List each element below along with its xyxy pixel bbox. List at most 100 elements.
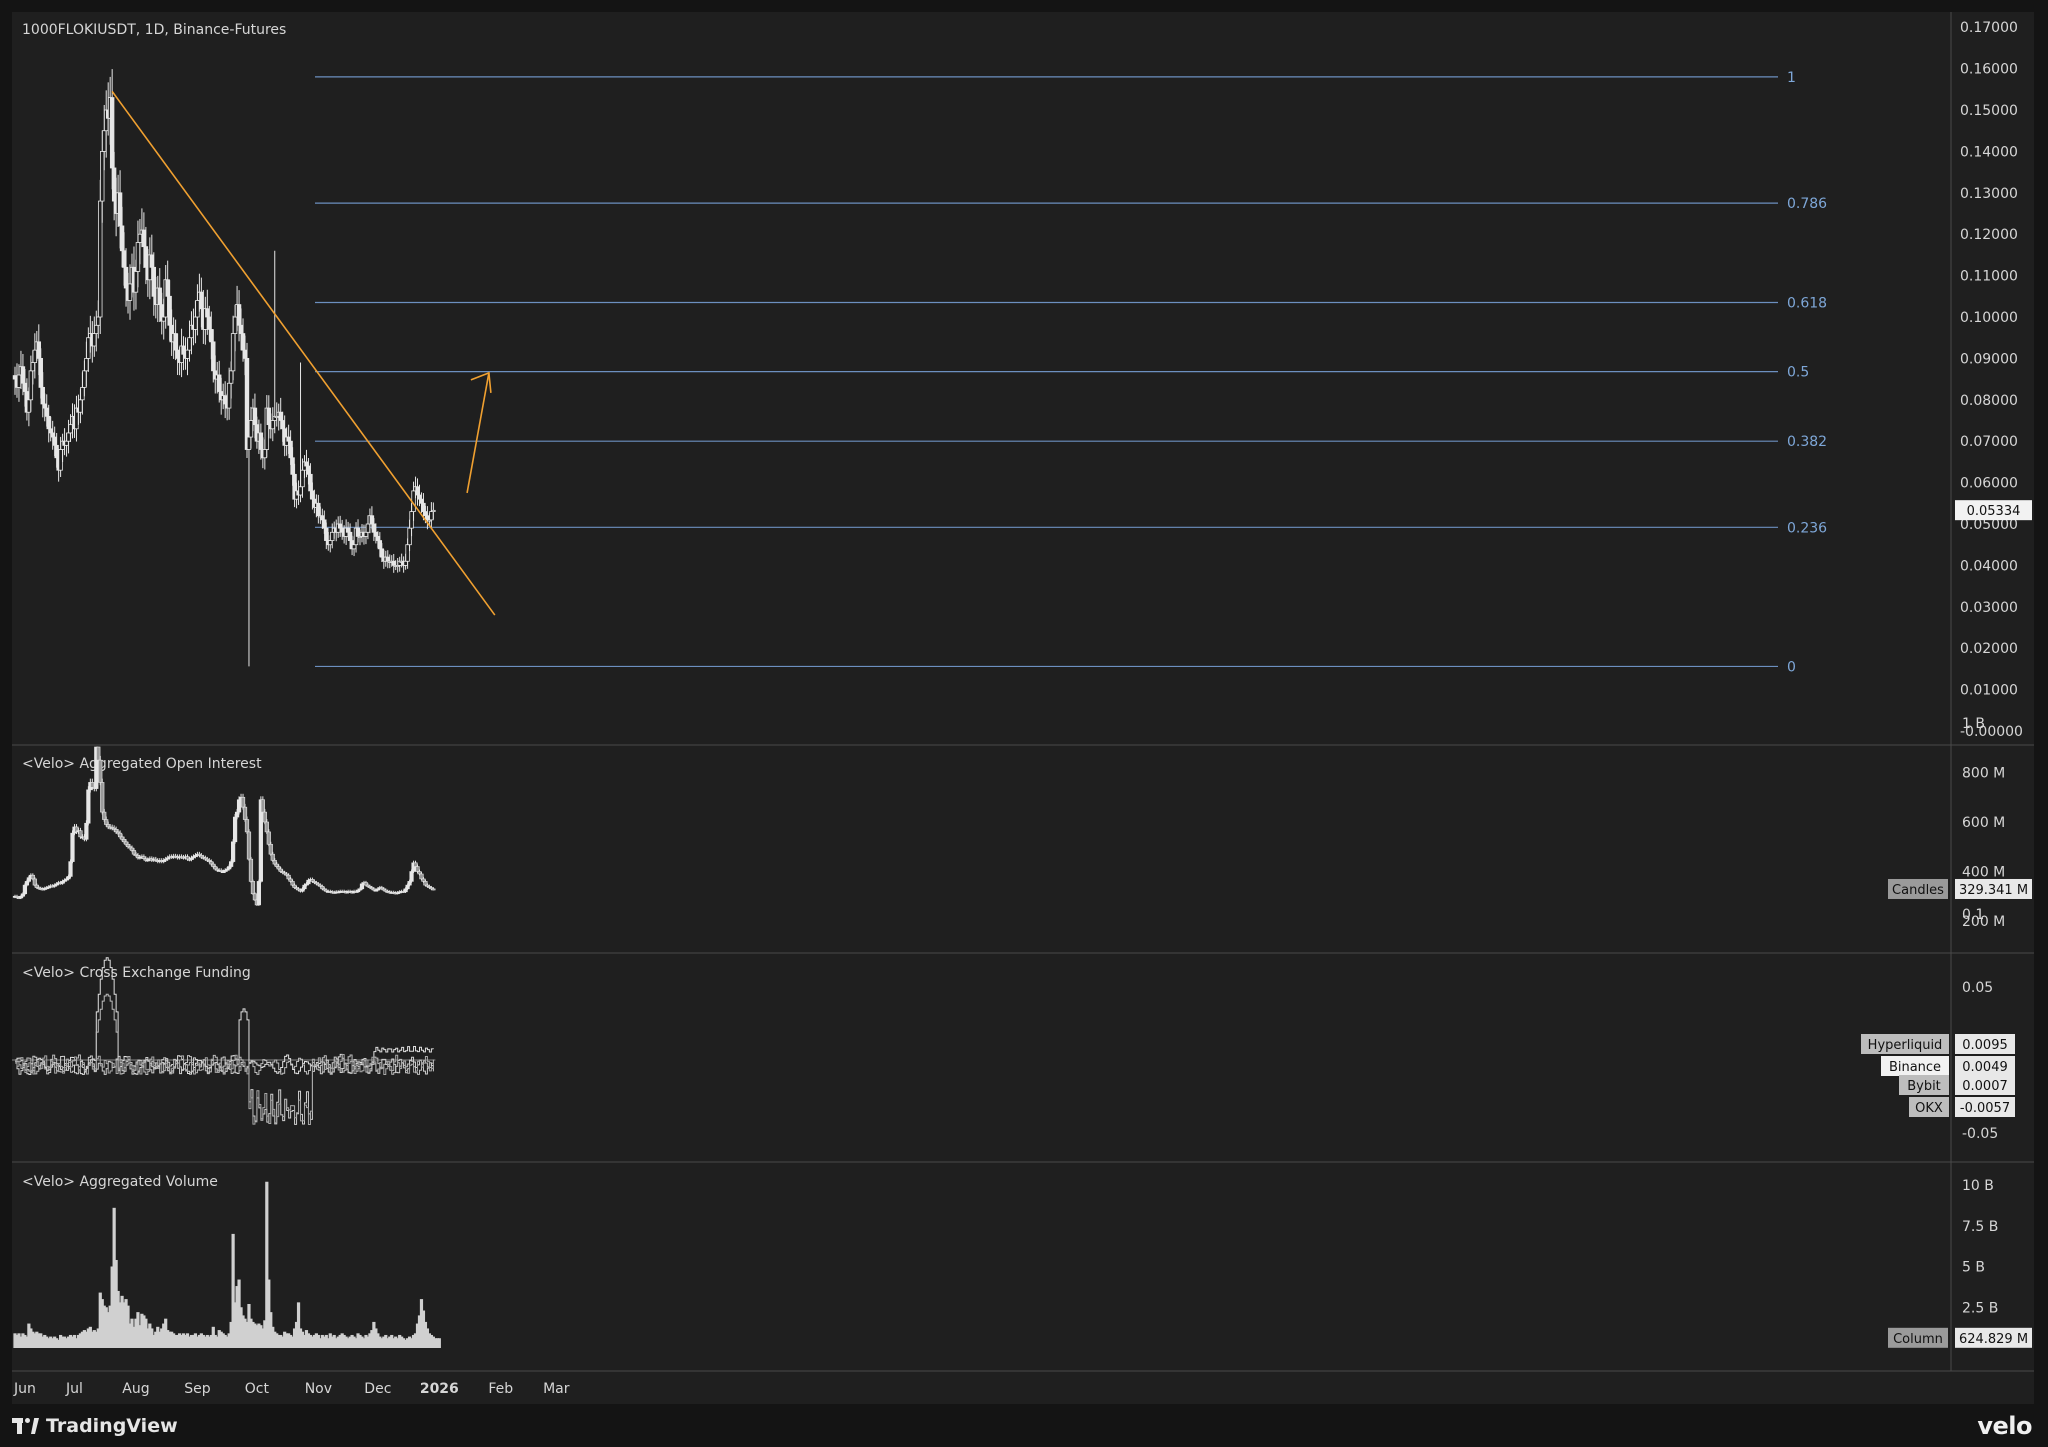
chart-canvas[interactable]: 1000FLOKIUSDT, 1D, Binance-Futures 1 0.78… [0,0,2048,1404]
volume-bar [320,1334,324,1348]
volume-bar [68,1334,73,1348]
volume-bar [132,1326,136,1348]
volume-bar [108,1305,112,1348]
volume-bar [201,1334,205,1348]
volume-bar [376,1333,380,1348]
price-candle-body-down [20,366,26,384]
oi-candle-body [131,850,137,855]
volume-bar [27,1323,31,1348]
volume-bar [82,1330,86,1348]
oi-candle [256,879,261,906]
price-axis[interactable]: 0.17000 0.16000 0.15000 0.14000 0.13000 0.120… [1955,20,2032,740]
funding-axis[interactable]: 0.1 0.05 -0.05 Hyperliquid 0.0095 Binance 0.00… [1861,907,2015,1142]
fib-retracement[interactable]: 1 0.786 0.618 0.5 0.382 0.236 0 [315,70,1827,676]
volume-tick-label: 10 B [1962,1178,1994,1194]
volume-bar [316,1334,320,1348]
price-candle-body-down [52,436,57,446]
volume-tick-label: 7.5 B [1962,1219,1998,1235]
oi-axis[interactable]: 1 B 800 M 600 M 400 M 200 M Candles 329.341 M [1888,716,2032,930]
volume-bar [394,1336,398,1348]
oi-candle-body [274,863,279,867]
price-candle-body-down [123,266,129,289]
volume-bar [88,1326,92,1348]
time-label-oct: Oct [245,1381,270,1397]
oi-candle-body [290,881,295,886]
oi-candle-body [409,871,414,882]
oi-candle-body [66,876,71,880]
funding-name-tag: Binance [1881,1056,1949,1076]
price-candle-body-down [377,540,383,550]
price-candle-body-up [78,399,83,413]
volume-bar [15,1334,19,1348]
time-axis[interactable]: Jun Jul Aug Sep Oct Nov Dec 2026 Feb Mar [13,1381,570,1397]
tradingview-logo[interactable]: TradingView [12,1414,178,1438]
price-candle-body-down [337,523,343,529]
oi-candle-body [431,888,436,891]
volume-bar [398,1334,402,1348]
last-price-tag: 0.05334 [1955,500,2032,521]
volume-bar [104,1307,108,1348]
volume-bar [195,1336,200,1348]
price-tick-label: 0.17000 [1960,20,2018,36]
price-candle-body-up [405,544,410,562]
trendline-line [111,90,496,616]
price-candle-body-up [407,527,412,546]
price-tick-label: 0.05000 [1960,517,2018,533]
volume-bar [283,1331,287,1348]
volume-pane[interactable]: <Velo> Aggregated Volume 10 B 7.5 B 5 B 2.5… [13,1174,2032,1348]
price-candle-body-up [429,511,434,521]
volume-axis[interactable]: 10 B 7.5 B 5 B 2.5 B Column 624.829 M [1888,1178,2032,1348]
volume-bar [356,1333,360,1348]
volume-bar [290,1336,295,1348]
oi-candle-body [123,841,129,845]
volume-bar [322,1336,326,1348]
oi-candle-body [300,888,305,892]
price-candle-body-down [355,527,361,537]
volume-bar [384,1334,388,1348]
price-candle-body-up [137,233,143,243]
oi-candle-body [236,799,242,813]
price-candle-body-down [149,254,155,268]
price-candle-body-down [417,494,422,500]
price-candle-body-up [82,370,87,388]
volume-bar [209,1334,213,1348]
oi-candle-body [244,819,250,833]
price-candle-body-down [109,97,115,169]
volume-bar [49,1336,53,1348]
price-pane[interactable]: 1000FLOKIUSDT, 1D, Binance-Futures 1 0.78… [12,20,2032,740]
price-tick-label: 0.03000 [1960,600,2018,616]
price-candle-body-down [419,498,424,504]
price-candle-body-up [300,469,305,488]
oi-candle-body [121,839,127,843]
oi-candle-body [117,832,123,838]
volume-bar [116,1290,120,1348]
oi-candle-body [229,861,234,867]
oi-candle [232,813,238,844]
volume-bar [181,1333,186,1348]
time-label-aug: Aug [122,1381,149,1397]
volume-bar [80,1331,85,1348]
oi-candle-body [268,843,273,855]
oi-candle-body [125,843,131,848]
volume-last-value-tag-text: 624.829 M [1959,1332,2028,1347]
volume-bar [172,1333,176,1348]
price-candle-body-down [199,291,204,310]
funding-value-tag: 0.0049 [1955,1056,2015,1076]
price-candle-body-up [351,544,357,550]
volume-bar [152,1334,156,1348]
oi-candle-body [68,861,73,877]
price-candle-body-up [127,283,133,301]
oi-candle [68,859,73,878]
price-tick-label: 0.09000 [1960,351,2018,367]
volume-bar [275,1333,279,1348]
price-candle-body-up [232,316,238,334]
price-candle-body-down [322,519,327,529]
price-candle-body-down [244,357,250,450]
trendline[interactable] [111,90,496,616]
funding-lines [12,957,436,1126]
open-interest-pane[interactable]: <Velo> Aggregated Open Interest 1 B 800 M… [12,716,2032,930]
fib-label-2: 0.618 [1787,296,1827,312]
velo-logo[interactable]: velo [1977,1412,2032,1440]
volume-bar [386,1338,390,1348]
funding-pane[interactable]: <Velo> Cross Exchange Funding 0.1 0.05 -0.… [12,907,2015,1142]
